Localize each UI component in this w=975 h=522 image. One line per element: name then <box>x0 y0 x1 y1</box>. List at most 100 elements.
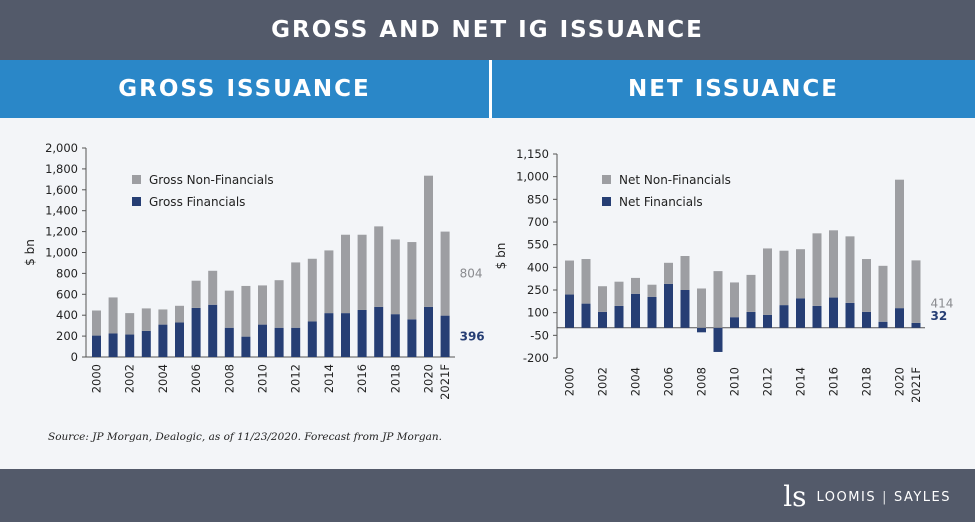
net-bar-financials-2010 <box>730 317 739 328</box>
net-bar-financials-2015 <box>812 305 822 328</box>
net-y-tick-label: 1,150 <box>516 147 549 161</box>
net-bar-financials-2014 <box>796 298 805 328</box>
gross-bar-financials-2010 <box>258 324 267 357</box>
net-x-tick-label: 2016 <box>827 367 841 396</box>
gross-bar-nonfinancials-2006 <box>191 280 201 308</box>
net-bar-nonfinancials-2021F <box>911 260 921 323</box>
net-y-axis-label: $ bn <box>494 243 508 270</box>
gross-y-tick-label: 1,400 <box>45 204 78 218</box>
gross-bar-nonfinancials-2007 <box>208 270 218 305</box>
net-bar-financials-2004 <box>631 293 640 328</box>
gross-bar-nonfinancials-2018 <box>390 239 400 315</box>
gross-y-tick-label: 1,200 <box>45 225 78 239</box>
net-bar-nonfinancials-2013 <box>779 250 789 306</box>
net-bar-financials-2007 <box>680 290 690 328</box>
net-bar-nonfinancials-2002 <box>598 286 607 312</box>
net-y-tick-label: 400 <box>527 260 549 274</box>
net-bar-nonfinancials-2000 <box>565 260 574 295</box>
net-annotation-financials: 32 <box>931 309 948 323</box>
gross-x-tick-label: 2014 <box>322 364 336 393</box>
net-x-tick-label: 2002 <box>596 367 610 396</box>
net-bar-nonfinancials-2016 <box>829 230 838 298</box>
gross-bar-nonfinancials-2000 <box>92 310 101 336</box>
gross-x-tick-label: 2016 <box>355 364 369 393</box>
gross-bar-financials-2013 <box>307 321 317 357</box>
gross-bar-nonfinancials-2010 <box>258 285 267 325</box>
net-bar-financials-2013 <box>779 305 789 328</box>
gross-bar-financials-2008 <box>224 327 234 357</box>
net-bar-nonfinancials-2018 <box>862 259 871 312</box>
gross-bar-nonfinancials-2004 <box>158 309 168 325</box>
net-x-tick-label: 2014 <box>794 367 808 396</box>
gross-y-tick-label: 400 <box>56 308 78 322</box>
net-panel-header: NET ISSUANCE <box>492 60 975 118</box>
gross-x-tick-label: 2021F <box>438 364 452 400</box>
gross-x-tick-label: 2012 <box>289 364 303 393</box>
net-legend-label-nonfinancials: Net Non-Financials <box>619 173 731 187</box>
gross-bar-financials-2003 <box>141 330 151 357</box>
gross-y-tick-label: 2,000 <box>45 141 78 155</box>
net-y-tick-label: -50 <box>530 328 549 342</box>
loomis-sayles-logo: ls LOOMIS | SAYLES <box>783 483 951 511</box>
net-bar-nonfinancials-2012 <box>763 248 772 315</box>
net-bar-financials-2021F <box>911 322 921 328</box>
gross-x-tick-label: 2008 <box>222 364 236 393</box>
gross-bar-financials-2005 <box>175 322 184 357</box>
net-annotation-nonfinancials: 414 <box>931 297 954 311</box>
gross-bar-financials-2002 <box>125 334 135 357</box>
gross-y-tick-label: 1,800 <box>45 162 78 176</box>
gross-legend-swatch-nonfinancials <box>132 175 141 184</box>
gross-bar-nonfinancials-2017 <box>374 226 384 307</box>
gross-bar-financials-2011 <box>274 327 284 357</box>
net-bar-financials-2012 <box>763 314 772 328</box>
net-bar-financials-2001 <box>581 303 591 328</box>
net-bar-financials-2003 <box>614 305 624 328</box>
net-bar-nonfinancials-2009 <box>713 271 723 328</box>
gross-bar-nonfinancials-2020 <box>424 175 433 307</box>
gross-y-tick-label: 1,600 <box>45 183 78 197</box>
gross-x-tick-label: 2006 <box>189 364 203 393</box>
net-y-tick-label: 100 <box>527 306 549 320</box>
gross-y-tick-label: 600 <box>56 287 78 301</box>
gross-bar-nonfinancials-2014 <box>324 250 334 314</box>
gross-bar-financials-2001 <box>108 333 118 357</box>
gross-y-tick-label: 200 <box>56 329 78 343</box>
gross-y-tick-label: 0 <box>71 350 78 364</box>
gross-legend-swatch-financials <box>132 197 141 206</box>
net-bar-financials-2019 <box>878 321 888 328</box>
net-y-tick-label: 700 <box>527 215 549 229</box>
net-x-tick-label: 2004 <box>629 367 643 396</box>
gross-bar-nonfinancials-2003 <box>141 308 151 331</box>
net-legend-swatch-nonfinancials <box>602 175 611 184</box>
net-bar-nonfinancials-2006 <box>664 262 673 284</box>
gross-bar-nonfinancials-2001 <box>108 297 118 334</box>
gross-bar-nonfinancials-2002 <box>125 313 135 335</box>
net-x-tick-label: 2021F <box>909 367 923 403</box>
net-legend-swatch-financials <box>602 197 611 206</box>
net-x-tick-label: 2006 <box>662 367 676 396</box>
gross-bar-financials-2009 <box>241 336 251 357</box>
net-bar-financials-2002 <box>598 311 607 328</box>
net-bar-nonfinancials-2003 <box>614 281 624 306</box>
gross-bar-nonfinancials-2015 <box>341 234 350 314</box>
gross-bar-nonfinancials-2011 <box>274 280 284 328</box>
logo-mark-icon: ls <box>783 480 807 513</box>
gross-y-tick-label: 800 <box>56 266 78 280</box>
gross-x-tick-label: 2004 <box>156 364 170 393</box>
net-bar-nonfinancials-2019 <box>878 265 888 322</box>
gross-bar-financials-2021F <box>440 315 450 357</box>
net-legend-label-financials: Net Financials <box>619 195 703 209</box>
net-bar-nonfinancials-2011 <box>746 274 756 312</box>
net-y-tick-label: 550 <box>527 238 549 252</box>
net-bar-nonfinancials-2017 <box>845 236 855 303</box>
net-bar-nonfinancials-2008 <box>697 288 706 328</box>
gross-bar-nonfinancials-2008 <box>224 290 234 328</box>
gross-x-tick-label: 2020 <box>422 364 436 393</box>
gross-bar-financials-2007 <box>208 304 218 357</box>
net-y-tick-label: 250 <box>527 283 549 297</box>
gross-legend-label-financials: Gross Financials <box>149 195 245 209</box>
net-bar-nonfinancials-2007 <box>680 256 690 290</box>
net-bar-nonfinancials-2014 <box>796 249 805 299</box>
gross-bar-financials-2000 <box>92 335 101 357</box>
